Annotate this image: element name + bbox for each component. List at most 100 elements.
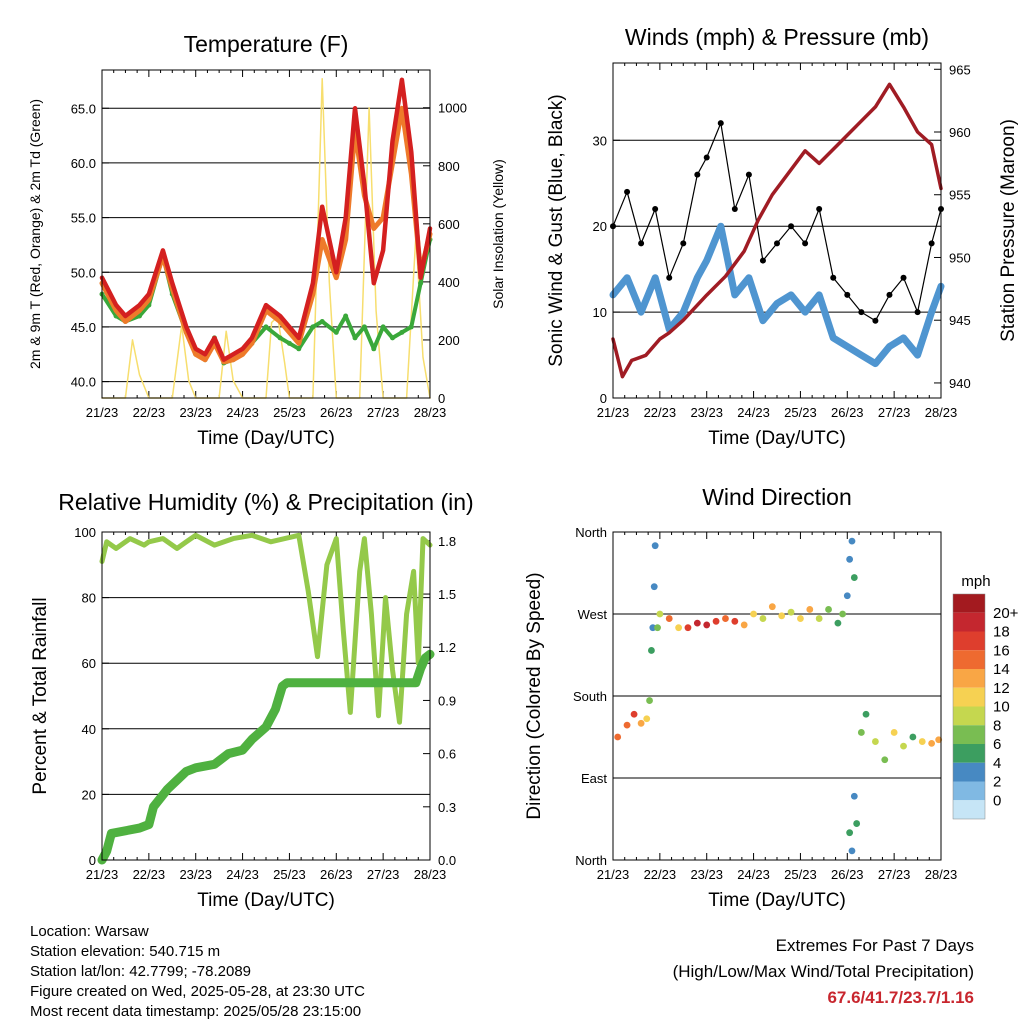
direction-point: [731, 617, 739, 625]
legend-swatch: [953, 612, 985, 632]
gust-point: [816, 206, 823, 213]
temp-9m-line: [99, 105, 433, 365]
temp-2m-line: [99, 77, 433, 362]
dewpoint-point: [371, 346, 377, 352]
x-tick-label: 25/23: [273, 405, 306, 420]
direction-point: [787, 608, 795, 616]
y-tick-label: South: [573, 689, 607, 704]
x-tick-label: 21/23: [597, 405, 630, 420]
direction-point: [797, 615, 804, 622]
sonic-wind-line: [609, 222, 945, 368]
direction-point: [846, 555, 854, 563]
y2-tick-label: 1.8: [438, 534, 456, 549]
x-tick-label: 26/23: [320, 405, 353, 420]
created-text: Figure created on Wed, 2025-05-28, at 23…: [30, 983, 365, 1000]
legend-label-text: 14: [993, 661, 1010, 678]
elevation-text: Station elevation: 540.715 m: [30, 943, 221, 960]
panel-title: Relative Humidity (%) & Precipitation (i…: [58, 489, 473, 515]
gust-point: [802, 240, 809, 247]
x-tick-label: 24/23: [737, 405, 770, 420]
x-axis-label: Time (Day/UTC): [708, 428, 846, 449]
gust-point: [717, 120, 724, 127]
direction-point: [881, 756, 889, 764]
plot-border: [612, 531, 942, 861]
panel-title: Temperature (F): [184, 31, 349, 57]
direction-point: [815, 615, 823, 622]
y-tick-label: 40: [82, 722, 96, 737]
solar-insolation-line: [101, 77, 431, 399]
legend-label-text: 18: [993, 624, 1010, 641]
y2-tick-label: 960: [949, 125, 971, 140]
legend-swatch: [953, 687, 985, 707]
x-tick-label: 23/23: [690, 405, 723, 420]
x-tick-label: 23/23: [179, 867, 212, 882]
direction-point: [848, 847, 856, 855]
y-tick-label: 50.0: [71, 265, 96, 280]
legend-swatch: [953, 800, 985, 819]
direction-point: [918, 738, 926, 745]
direction-point: [684, 624, 692, 632]
y-tick-label: North: [575, 525, 607, 540]
gust-point: [900, 274, 907, 281]
dewpoint-point: [296, 346, 302, 352]
x-tick-label: 21/23: [86, 405, 119, 420]
x-tick-label: 22/23: [133, 405, 166, 420]
x-tick-label: 21/23: [86, 867, 119, 882]
x-tick-label: 26/23: [320, 867, 353, 882]
direction-point: [935, 736, 943, 744]
y2-tick-label: 950: [949, 250, 971, 265]
y-tick-label: 20: [82, 787, 96, 802]
direction-point: [750, 610, 757, 618]
legend-swatch: [953, 594, 985, 613]
dewpoint-point: [380, 324, 386, 330]
wind-direction-panel: Wind Direction 21/23 22/23 23/23 24/23 25/23 2…: [524, 484, 1019, 911]
direction-point: [909, 733, 917, 741]
x-tick-label: 22/23: [644, 405, 677, 420]
y2-tick-label: 945: [949, 313, 971, 328]
direction-point: [872, 738, 879, 745]
x-tick-label: 28/23: [414, 867, 447, 882]
x-tick-label: 25/23: [784, 867, 817, 882]
x-tick-label: 28/23: [925, 867, 958, 882]
direction-point: [623, 721, 631, 729]
dewpoint-point: [390, 335, 396, 341]
legend-label-text: 10: [993, 699, 1010, 716]
plot-border: [101, 69, 431, 399]
direction-point: [693, 619, 701, 627]
y-tick-label: 0: [89, 853, 96, 868]
dewpoint-point: [361, 324, 367, 330]
gust-point: [759, 257, 766, 264]
gust-point: [703, 154, 710, 161]
latlon-text: Station lat/lon: 42.7799; -78.2089: [30, 963, 252, 980]
dewpoint-point: [418, 280, 424, 286]
legend-swatch: [953, 781, 985, 801]
gust-point: [731, 206, 738, 213]
direction-point: [839, 610, 846, 618]
direction-point: [630, 710, 638, 718]
y-tick-label: 30: [593, 133, 607, 148]
direction-point: [675, 624, 682, 632]
x-tick-label: 27/23: [367, 405, 400, 420]
gust-point: [680, 240, 687, 247]
legend-label-text: 4: [993, 755, 1001, 772]
panel-title: Winds (mph) & Pressure (mb): [625, 24, 929, 50]
direction-point: [768, 603, 776, 611]
direction-point: [637, 719, 645, 727]
y-tick-label: 60: [82, 656, 96, 671]
x-tick-label: 26/23: [831, 867, 864, 882]
y2-tick-label: 800: [438, 159, 460, 174]
x-tick-label: 25/23: [784, 405, 817, 420]
temperature-panel: Temperature (F) 21/23 22/23 23/23 24/23 25/23…: [27, 31, 506, 449]
x-tick-label: 24/23: [226, 405, 259, 420]
direction-point: [656, 610, 664, 618]
dewpoint-point: [319, 318, 325, 324]
y-tick-label: West: [578, 607, 608, 622]
x-tick-label: 27/23: [878, 867, 911, 882]
direction-point: [825, 606, 832, 613]
y-tick-label: 60.0: [71, 156, 96, 171]
direction-point: [614, 733, 622, 741]
direction-point: [862, 710, 870, 718]
gust-point: [928, 240, 935, 247]
humidity-precip-panel: Relative Humidity (%) & Precipitation (i…: [30, 489, 474, 911]
